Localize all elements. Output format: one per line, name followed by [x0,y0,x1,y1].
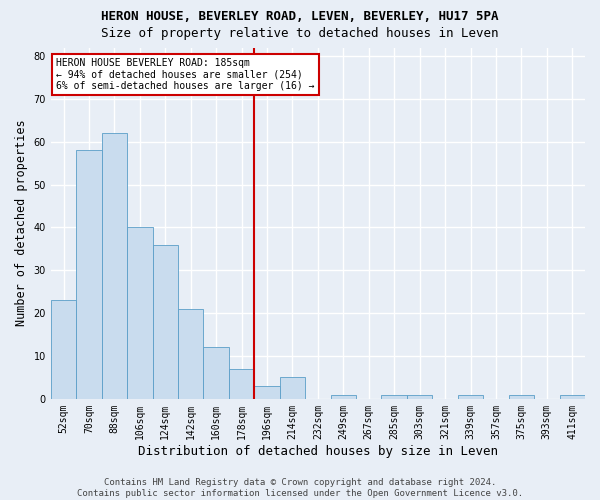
Bar [382,394,407,399]
Bar [331,394,356,399]
Bar [560,394,585,399]
Bar [229,369,254,399]
Bar [203,348,229,399]
Text: Contains HM Land Registry data © Crown copyright and database right 2024.
Contai: Contains HM Land Registry data © Crown c… [77,478,523,498]
X-axis label: Distribution of detached houses by size in Leven: Distribution of detached houses by size … [138,444,498,458]
Bar [254,386,280,399]
Text: HERON HOUSE, BEVERLEY ROAD, LEVEN, BEVERLEY, HU17 5PA: HERON HOUSE, BEVERLEY ROAD, LEVEN, BEVER… [101,10,499,23]
Bar [458,394,483,399]
Bar [407,394,433,399]
Bar [178,309,203,399]
Y-axis label: Number of detached properties: Number of detached properties [15,120,28,326]
Bar [101,133,127,399]
Bar [152,244,178,399]
Bar [51,300,76,399]
Text: HERON HOUSE BEVERLEY ROAD: 185sqm
← 94% of detached houses are smaller (254)
6% : HERON HOUSE BEVERLEY ROAD: 185sqm ← 94% … [56,58,314,91]
Bar [280,378,305,399]
Text: Size of property relative to detached houses in Leven: Size of property relative to detached ho… [101,28,499,40]
Bar [127,228,152,399]
Bar [76,150,101,399]
Bar [509,394,534,399]
